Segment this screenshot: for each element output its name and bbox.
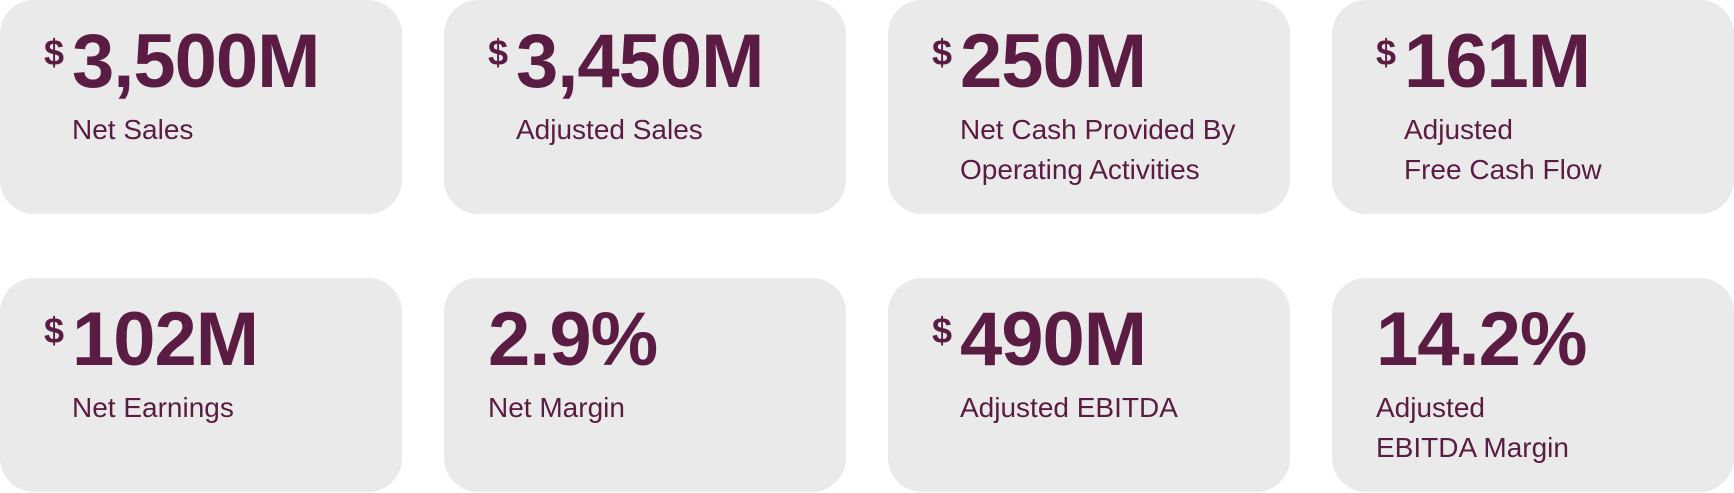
currency-symbol: $ <box>932 32 953 73</box>
kpi-body: 161M Adjusted Free Cash Flow <box>1404 18 1602 214</box>
kpi-card: 14.2% Adjusted EBITDA Margin <box>1332 278 1734 492</box>
currency-symbol: $ <box>932 310 953 351</box>
kpi-label-line: Net Earnings <box>72 392 234 423</box>
kpi-label: Adjusted EBITDA Margin <box>1376 388 1587 468</box>
kpi-card: $490M Adjusted EBITDA <box>888 278 1290 492</box>
currency-symbol: $ <box>1376 32 1397 73</box>
kpi-label: Net Sales <box>72 110 320 150</box>
kpi-label-line: Adjusted <box>1404 114 1513 145</box>
kpi-label-line: Adjusted Sales <box>516 114 703 145</box>
kpi-card: $3,500M Net Sales <box>0 0 402 214</box>
kpi-card: $161M Adjusted Free Cash Flow <box>1332 0 1734 214</box>
kpi-value: 3,450M <box>516 19 764 104</box>
kpi-label-line: Adjusted EBITDA <box>960 392 1178 423</box>
kpi-label: Adjusted Sales <box>516 110 764 150</box>
currency-symbol: $ <box>488 32 509 73</box>
kpi-label: Adjusted Free Cash Flow <box>1404 110 1602 190</box>
kpi-body: 3,500M Net Sales <box>72 18 320 214</box>
kpi-card: $102M Net Earnings <box>0 278 402 492</box>
kpi-value: 250M <box>960 19 1147 104</box>
kpi-body: 14.2% Adjusted EBITDA Margin <box>1376 296 1587 492</box>
kpi-value: 2.9% <box>488 297 658 382</box>
kpi-label-line: Net Cash Provided By <box>960 114 1236 145</box>
kpi-value: 161M <box>1404 19 1591 104</box>
kpi-label: Adjusted EBITDA <box>960 388 1178 428</box>
kpi-body: 250M Net Cash Provided By Operating Activi… <box>960 18 1235 214</box>
kpi-body: 102M Net Earnings <box>72 296 259 492</box>
kpi-value: 102M <box>72 297 259 382</box>
kpi-body: 490M Adjusted EBITDA <box>960 296 1178 492</box>
kpi-label: Net Cash Provided By Operating Activities <box>960 110 1235 190</box>
kpi-value: 490M <box>960 297 1147 382</box>
kpi-label-line: Operating Activities <box>960 154 1200 185</box>
kpi-label-line: Adjusted <box>1376 392 1485 423</box>
kpi-body: 3,450M Adjusted Sales <box>516 18 764 214</box>
currency-symbol: $ <box>44 32 65 73</box>
kpi-card: $3,450M Adjusted Sales <box>444 0 846 214</box>
currency-symbol: $ <box>44 310 65 351</box>
kpi-label: Net Margin <box>488 388 657 428</box>
kpi-value: 14.2% <box>1376 297 1587 382</box>
kpi-body: 2.9% Net Margin <box>488 296 658 492</box>
kpi-label-line: Net Margin <box>488 392 625 423</box>
kpi-card: 2.9% Net Margin <box>444 278 846 492</box>
kpi-label-line: Free Cash Flow <box>1404 154 1602 185</box>
kpi-label: Net Earnings <box>72 388 258 428</box>
kpi-label-line: EBITDA Margin <box>1376 432 1569 463</box>
kpi-value: 3,500M <box>72 19 320 104</box>
kpi-card: $250M Net Cash Provided By Operating Activ… <box>888 0 1290 214</box>
kpi-label-line: Net Sales <box>72 114 194 145</box>
